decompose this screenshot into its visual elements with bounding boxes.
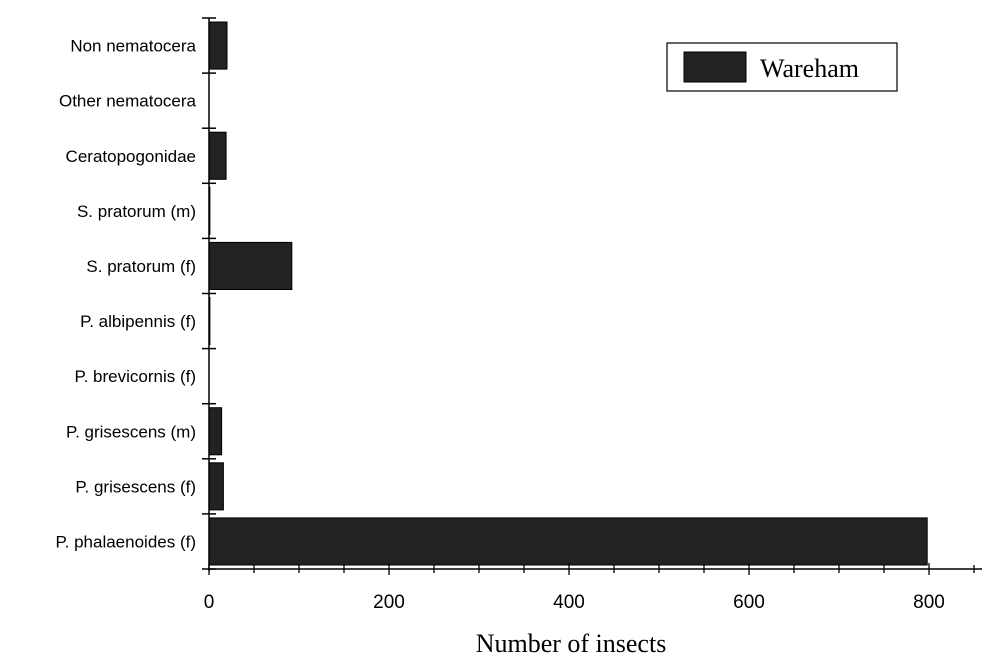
category-label-6: P. brevicornis (f): [74, 367, 196, 386]
x-axis-ticks: [208, 563, 975, 575]
bar-2: [208, 131, 227, 180]
bar-0: [208, 21, 228, 70]
bar-4: [208, 241, 293, 290]
legend: Wareham: [666, 42, 898, 92]
x-tick-label-200: 200: [373, 592, 405, 613]
category-label-5: P. albipennis (f): [80, 312, 196, 331]
x-tick-label-0: 0: [204, 592, 215, 613]
legend-label: Wareham: [760, 54, 859, 83]
x-tick-label-800: 800: [913, 592, 945, 613]
axes-group: [208, 18, 982, 571]
x-tick-label-600: 600: [733, 592, 765, 613]
bar-8: [208, 462, 224, 511]
x-tick-labels: 0 200 400 600 800: [204, 592, 945, 613]
bar-7: [208, 407, 223, 456]
category-labels: Non nematocera Other nematocera Ceratopogo…: [55, 37, 196, 552]
legend-swatch: [683, 51, 747, 83]
category-label-8: P. grisescens (f): [75, 477, 196, 496]
bar-9: [208, 517, 928, 566]
category-label-9: P. phalaenoides (f): [55, 532, 196, 551]
category-label-7: P. grisescens (m): [66, 422, 196, 441]
category-label-4: S. pratorum (f): [86, 257, 196, 276]
category-label-0: Non nematocera: [70, 37, 196, 56]
bars-group: [208, 21, 928, 566]
x-tick-label-400: 400: [553, 592, 585, 613]
x-axis-title: Number of insects: [476, 629, 667, 657]
category-label-3: S. pratorum (m): [77, 202, 196, 221]
category-label-2: Ceratopogonidae: [66, 147, 196, 166]
y-axis-ticks: [202, 17, 216, 570]
category-label-1: Other nematocera: [59, 92, 197, 111]
